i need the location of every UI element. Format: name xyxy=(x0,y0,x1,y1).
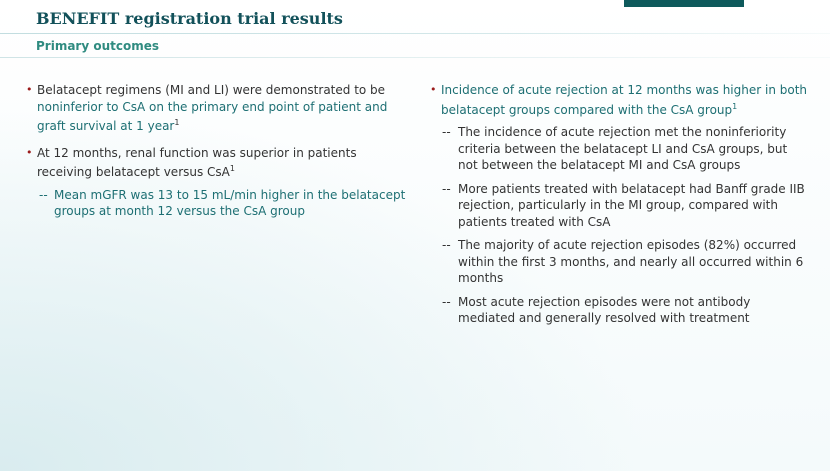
sub-bullet-mgfr: -- Mean mGFR was 13 to 15 mL/min higher … xyxy=(26,187,406,220)
right-column: • Incidence of acute rejection at 12 mon… xyxy=(430,82,810,334)
footnote-ref: 1 xyxy=(229,164,235,173)
sub-bullet-banff-grade: -- More patients treated with belatacept… xyxy=(430,181,810,231)
sub-bullet-dash: -- xyxy=(39,187,48,202)
bullet-dot-icon: • xyxy=(430,83,437,96)
accent-bar xyxy=(624,0,744,7)
sub-bullet-text: More patients treated with belatacept ha… xyxy=(458,181,805,229)
bullet-dot-icon: • xyxy=(26,145,33,159)
sub-bullet-dash: -- xyxy=(442,294,451,309)
sub-bullet-text: Mean mGFR was 13 to 15 mL/min higher in … xyxy=(54,187,406,219)
left-column: • Belatacept regimens (MI and LI) were d… xyxy=(26,82,406,230)
sub-bullet-text: Most acute rejection episodes were not a… xyxy=(458,294,751,326)
footnote-ref: 1 xyxy=(174,118,180,127)
sub-bullet-dash: -- xyxy=(442,125,451,139)
sub-bullet-dash: -- xyxy=(442,238,451,252)
page-title: BENEFIT registration trial results xyxy=(36,9,343,28)
bullet-highlight-text: Incidence of acute rejection at 12 month… xyxy=(441,83,808,117)
bullet-acute-rejection: • Incidence of acute rejection at 12 mon… xyxy=(430,82,810,118)
page-subtitle: Primary outcomes xyxy=(36,39,160,53)
sub-bullet-text: The majority of acute rejection episodes… xyxy=(458,238,804,285)
footnote-ref: 1 xyxy=(732,101,738,111)
sub-bullet-dash: -- xyxy=(442,181,451,196)
subtitle-divider xyxy=(0,57,830,58)
bullet-highlight-text: noninferior to CsA on the primary end po… xyxy=(37,99,388,134)
title-divider xyxy=(0,33,830,34)
bullet-text: Belatacept regimens (MI and LI) were dem… xyxy=(37,83,386,97)
bullet-dot-icon: • xyxy=(26,83,33,96)
sub-bullet-timing: -- The majority of acute rejection episo… xyxy=(430,237,810,287)
bullet-noninferiority: • Belatacept regimens (MI and LI) were d… xyxy=(26,82,406,135)
sub-bullet-antibody: -- Most acute rejection episodes were no… xyxy=(430,294,810,327)
bullet-text: At 12 months, renal function was superio… xyxy=(37,145,357,180)
sub-bullet-noninferiority-criteria: -- The incidence of acute rejection met … xyxy=(430,124,810,174)
bullet-renal-function: • At 12 months, renal function was super… xyxy=(26,145,406,220)
sub-bullet-text: The incidence of acute rejection met the… xyxy=(458,125,788,172)
